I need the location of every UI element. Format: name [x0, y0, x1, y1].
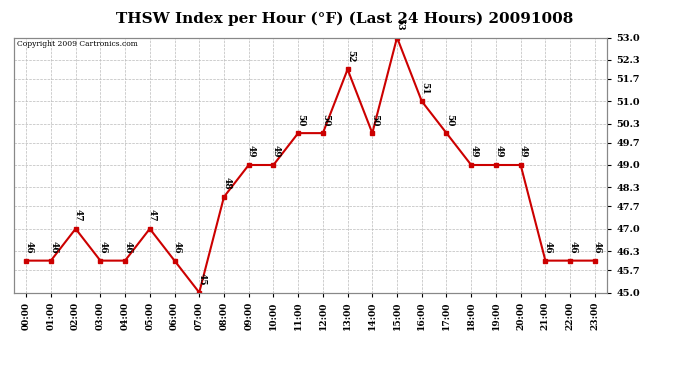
Text: 53: 53: [395, 18, 404, 30]
Text: 49: 49: [494, 146, 503, 158]
Text: 49: 49: [469, 146, 478, 158]
Text: 47: 47: [74, 209, 83, 222]
Text: 46: 46: [593, 241, 602, 254]
Text: 51: 51: [420, 82, 429, 94]
Text: THSW Index per Hour (°F) (Last 24 Hours) 20091008: THSW Index per Hour (°F) (Last 24 Hours)…: [117, 11, 573, 26]
Text: 46: 46: [172, 241, 181, 254]
Text: 49: 49: [519, 146, 528, 158]
Text: 46: 46: [544, 241, 553, 254]
Text: 46: 46: [99, 241, 108, 254]
Text: 47: 47: [148, 209, 157, 222]
Text: 49: 49: [272, 146, 281, 158]
Text: 50: 50: [445, 114, 454, 126]
Text: 50: 50: [321, 114, 330, 126]
Text: 46: 46: [24, 241, 33, 254]
Text: 46: 46: [124, 241, 132, 254]
Text: Copyright 2009 Cartronics.com: Copyright 2009 Cartronics.com: [17, 40, 137, 48]
Text: 48: 48: [222, 177, 231, 190]
Text: 45: 45: [197, 273, 206, 285]
Text: 49: 49: [247, 146, 256, 158]
Text: 52: 52: [346, 50, 355, 62]
Text: 46: 46: [49, 241, 58, 254]
Text: 50: 50: [371, 114, 380, 126]
Text: 46: 46: [569, 241, 578, 254]
Text: 50: 50: [297, 114, 306, 126]
